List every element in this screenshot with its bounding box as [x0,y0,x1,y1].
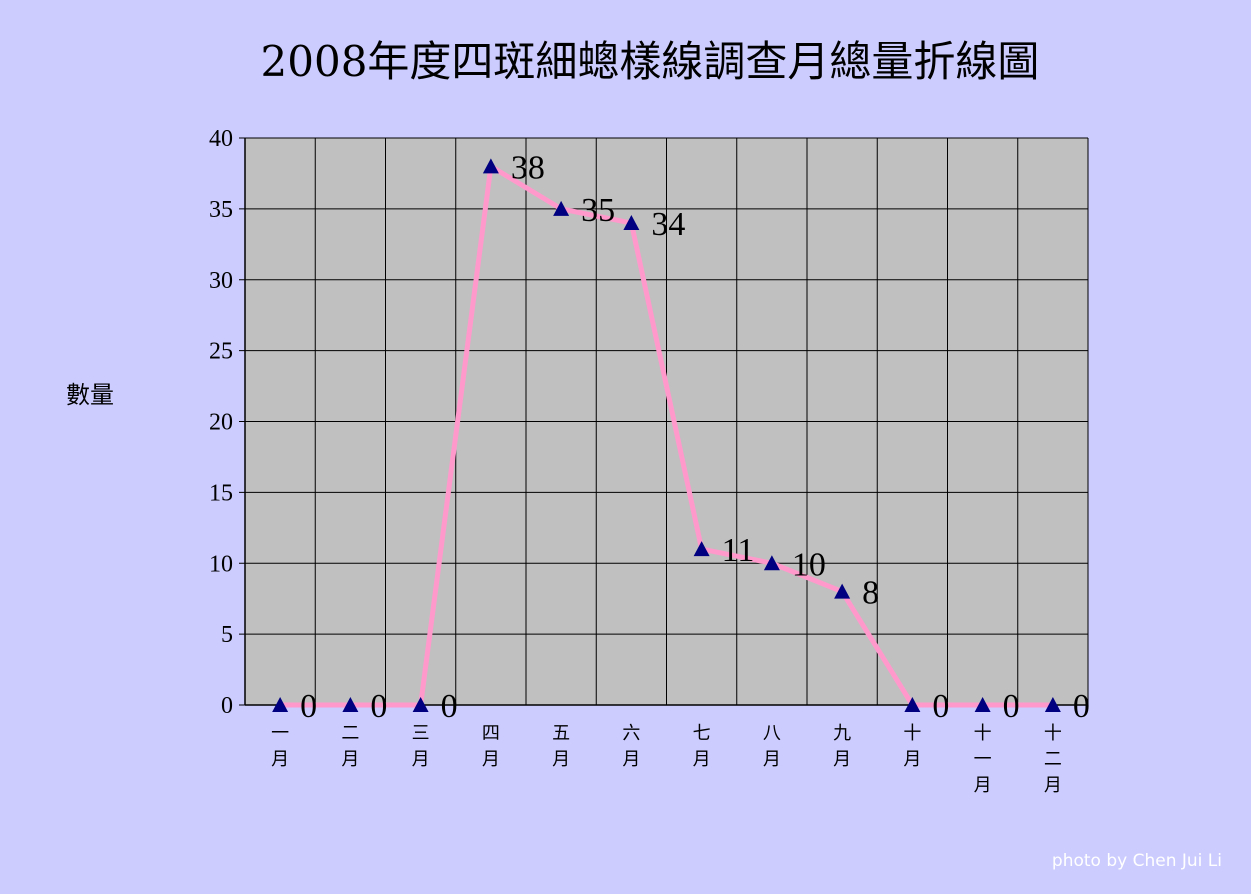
y-tick-label: 15 [209,480,233,506]
data-label: 38 [511,149,545,186]
y-tick-label: 25 [209,339,233,365]
data-label: 8 [862,575,879,612]
data-point-marker [412,697,429,712]
x-tick-label: 六月 [622,723,640,770]
data-label: 11 [722,532,755,569]
data-point-marker [342,697,359,712]
x-tick-label: 八月 [763,723,781,770]
x-tick-label: 四月 [482,723,500,770]
data-point-marker [482,158,499,174]
x-tick-label: 三月 [412,723,430,770]
x-tick-label: 十二月 [1044,723,1062,796]
photo-credit: photo by Chen Jui Li [1052,851,1222,871]
data-labels: 0 0 0 38 35 34 11 10 8 0 0 0 [300,149,1090,725]
data-label: 0 [1073,688,1090,725]
y-tick-label: 10 [209,551,233,577]
series-line [280,163,1053,708]
data-point-marker [974,697,991,712]
y-tick-label: 5 [221,622,233,648]
y-tick-labels: 0 5 10 15 20 25 30 35 40 [209,126,233,719]
x-tick-label: 十月 [903,723,921,770]
data-point-marker [693,541,710,557]
data-point-marker [553,200,570,216]
y-tick-label: 20 [209,410,233,436]
x-tick-labels: 一月 二月 三月 四月 五月 六月 七月 八月 九月 十月 十一月 十二月 [271,723,1062,796]
x-tick-label: 七月 [693,723,711,770]
x-tick-label: 一月 [271,723,289,770]
chart-title: 2008年度四斑細蟌樣線調查月總量折線圖 [261,37,1040,86]
markers [272,158,1061,712]
data-label: 0 [932,688,949,725]
data-point-marker [904,697,921,712]
data-label: 0 [1003,688,1020,725]
data-label: 0 [441,688,458,725]
data-point-marker [623,215,640,231]
data-label: 35 [581,192,615,229]
y-tick-label: 30 [209,268,233,294]
data-point-marker [763,555,780,571]
y-tick-label: 40 [209,126,233,152]
data-point-marker [272,697,289,712]
data-label: 10 [792,546,826,583]
y-axis-label: 數量 [66,381,114,409]
data-point-marker [1044,697,1061,712]
x-tick-label: 二月 [341,723,359,770]
data-point-marker [834,583,851,599]
y-tick-label: 0 [221,693,233,719]
data-label: 34 [651,206,685,243]
y-tick-label: 35 [209,197,233,223]
series [280,163,1053,708]
x-tick-label: 九月 [833,723,851,770]
x-tick-label: 五月 [552,723,570,770]
data-label: 0 [300,688,317,725]
x-tick-label: 十一月 [974,723,992,796]
data-label: 0 [370,688,387,725]
